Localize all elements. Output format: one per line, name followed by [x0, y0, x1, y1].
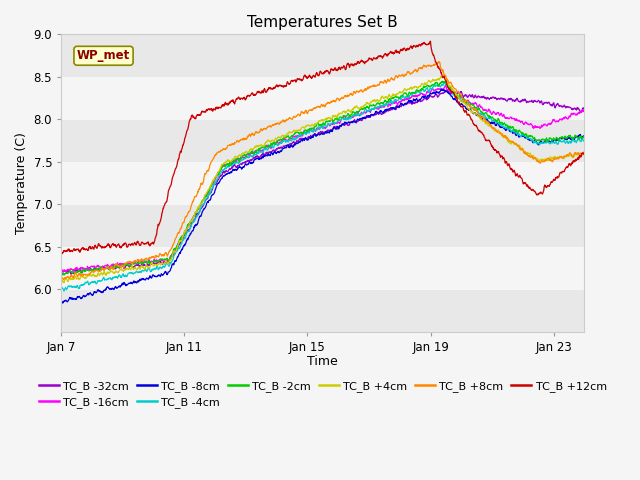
Bar: [61, 162, 584, 204]
Bar: [61, 247, 584, 289]
X-axis label: Time: Time: [307, 355, 338, 368]
Text: WP_met: WP_met: [77, 49, 130, 62]
Bar: [61, 0, 584, 34]
Title: Temperatures Set B: Temperatures Set B: [248, 15, 398, 30]
Y-axis label: Temperature (C): Temperature (C): [15, 132, 28, 234]
Bar: [61, 76, 584, 119]
Legend: TC_B -32cm, TC_B -16cm, TC_B -8cm, TC_B -4cm, TC_B -2cm, TC_B +4cm, TC_B +8cm, T: TC_B -32cm, TC_B -16cm, TC_B -8cm, TC_B …: [35, 376, 611, 412]
